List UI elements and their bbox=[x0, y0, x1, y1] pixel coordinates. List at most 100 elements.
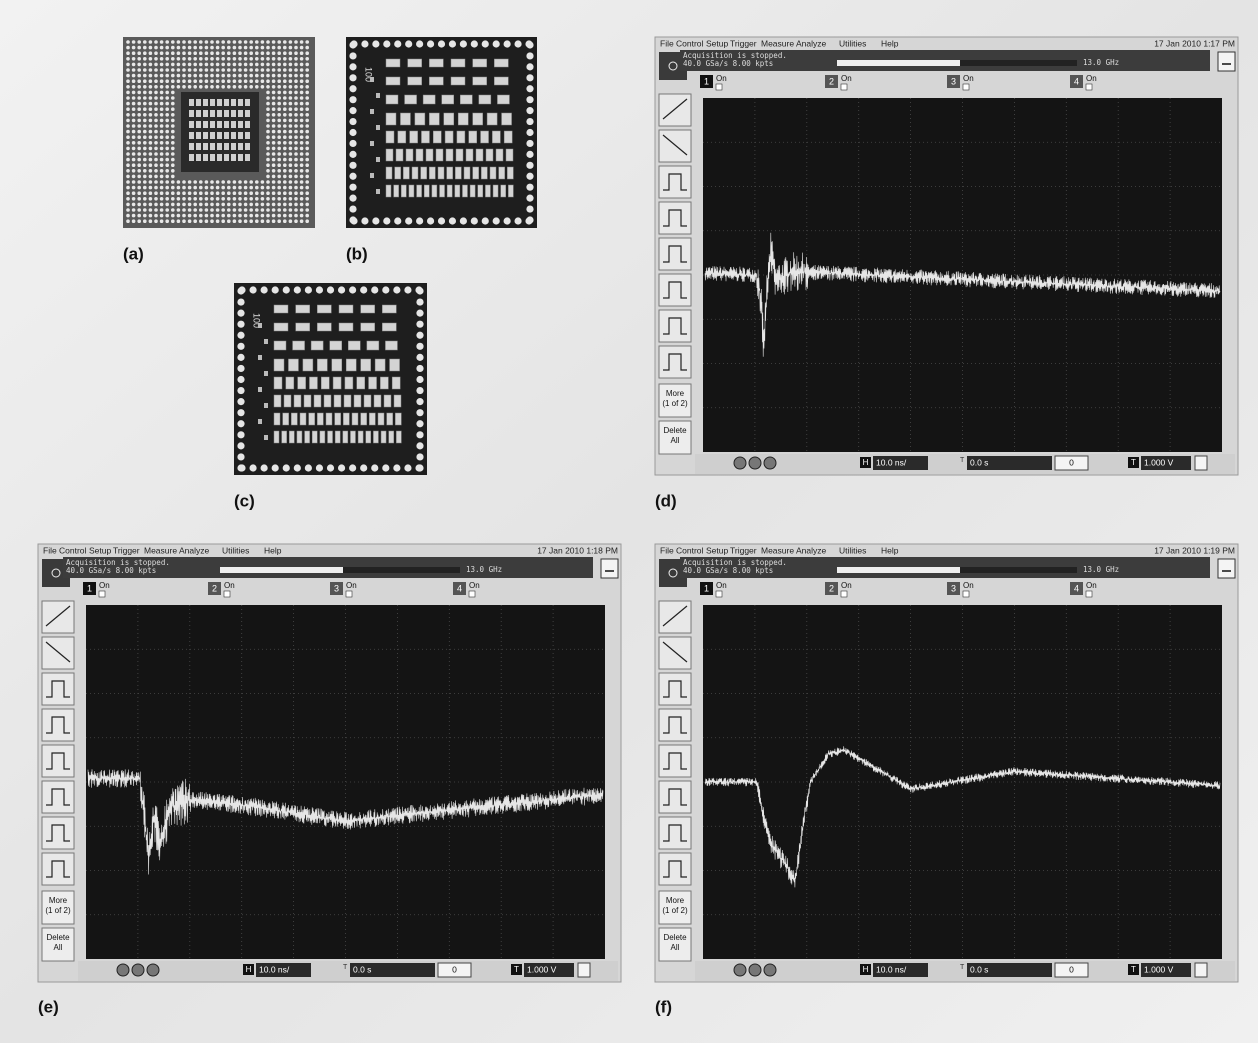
minimize-button[interactable] bbox=[1218, 559, 1235, 578]
display-button[interactable] bbox=[117, 964, 129, 976]
menu-item[interactable]: Trigger bbox=[730, 545, 757, 555]
pin bbox=[238, 214, 242, 218]
menu-item[interactable]: Help bbox=[264, 545, 282, 555]
menu-item[interactable]: Control bbox=[676, 38, 704, 48]
menu-item[interactable]: Help bbox=[881, 38, 899, 48]
toolbar-icon[interactable] bbox=[659, 130, 691, 162]
channel-checkbox[interactable] bbox=[841, 84, 847, 90]
pin bbox=[160, 186, 164, 190]
minimize-button[interactable] bbox=[601, 559, 618, 578]
toolbar-icon[interactable] bbox=[659, 745, 691, 777]
display-button[interactable] bbox=[734, 964, 746, 976]
channel-checkbox[interactable] bbox=[963, 84, 969, 90]
channel-checkbox[interactable] bbox=[224, 591, 230, 597]
pin bbox=[266, 203, 270, 207]
menu-item[interactable]: Setup bbox=[89, 545, 111, 555]
toolbar-icon[interactable] bbox=[659, 817, 691, 849]
toolbar-icon[interactable] bbox=[42, 709, 74, 741]
component bbox=[324, 395, 331, 407]
menu-item[interactable]: Measure bbox=[761, 38, 794, 48]
channel-checkbox[interactable] bbox=[716, 591, 722, 597]
channel-checkbox[interactable] bbox=[716, 84, 722, 90]
menu-item[interactable]: Measure bbox=[761, 545, 794, 555]
pin bbox=[283, 85, 287, 89]
toolbar-icon[interactable] bbox=[659, 238, 691, 270]
channel-checkbox[interactable] bbox=[469, 591, 475, 597]
button-label: (1 of 2) bbox=[662, 399, 688, 408]
menu-item[interactable]: File bbox=[43, 545, 57, 555]
menu-item[interactable]: File bbox=[660, 545, 674, 555]
component bbox=[486, 149, 493, 161]
toolbar-icon[interactable] bbox=[659, 274, 691, 306]
pad bbox=[393, 286, 400, 293]
display-button[interactable] bbox=[132, 964, 144, 976]
pin bbox=[277, 147, 281, 151]
menu-item[interactable]: Control bbox=[676, 545, 704, 555]
pin bbox=[266, 91, 270, 95]
display-button[interactable] bbox=[764, 964, 776, 976]
spin-button[interactable] bbox=[1195, 963, 1207, 977]
toolbar-icon[interactable] bbox=[659, 202, 691, 234]
toolbar-icon[interactable] bbox=[42, 781, 74, 813]
menu-item[interactable]: File bbox=[660, 38, 674, 48]
pin bbox=[277, 163, 281, 167]
position: 0 bbox=[452, 964, 457, 974]
channel-checkbox[interactable] bbox=[1086, 591, 1092, 597]
menu-item[interactable]: Help bbox=[881, 545, 899, 555]
menu-item[interactable]: Setup bbox=[706, 38, 728, 48]
toolbar-icon[interactable] bbox=[42, 853, 74, 885]
component bbox=[416, 149, 423, 161]
display-button[interactable] bbox=[764, 457, 776, 469]
toolbar-icon[interactable] bbox=[42, 673, 74, 705]
menu-item[interactable]: Trigger bbox=[113, 545, 140, 555]
toolbar-icon[interactable] bbox=[659, 346, 691, 378]
toolbar-icon[interactable] bbox=[659, 310, 691, 342]
menu-item[interactable]: Analyze bbox=[796, 38, 827, 48]
toolbar-icon[interactable] bbox=[42, 745, 74, 777]
toolbar-icon[interactable] bbox=[659, 709, 691, 741]
spin-button[interactable] bbox=[578, 963, 590, 977]
display-button[interactable] bbox=[734, 457, 746, 469]
toolbar-icon[interactable] bbox=[659, 637, 691, 669]
pin bbox=[305, 135, 309, 139]
channel-checkbox[interactable] bbox=[99, 591, 105, 597]
toolbar-icon[interactable] bbox=[42, 637, 74, 669]
channel-checkbox[interactable] bbox=[963, 591, 969, 597]
menu-item[interactable]: Utilities bbox=[839, 38, 866, 48]
toolbar-icon[interactable] bbox=[659, 166, 691, 198]
menu-item[interactable]: Setup bbox=[706, 545, 728, 555]
menu-item[interactable]: Trigger bbox=[730, 38, 757, 48]
menu-item[interactable]: Utilities bbox=[222, 545, 249, 555]
component bbox=[493, 185, 498, 197]
minimize-button[interactable] bbox=[1218, 52, 1235, 71]
menu-item[interactable]: Control bbox=[59, 545, 87, 555]
toolbar-icon[interactable] bbox=[42, 601, 74, 633]
pin bbox=[216, 46, 220, 50]
menu-item[interactable]: Analyze bbox=[796, 545, 827, 555]
pin bbox=[182, 46, 186, 50]
pin bbox=[137, 63, 141, 67]
toolbar-icon[interactable] bbox=[659, 673, 691, 705]
channel-checkbox[interactable] bbox=[1086, 84, 1092, 90]
channel-checkbox[interactable] bbox=[841, 591, 847, 597]
toolbar-icon[interactable] bbox=[659, 601, 691, 633]
display-button[interactable] bbox=[749, 457, 761, 469]
spin-button[interactable] bbox=[1195, 456, 1207, 470]
menu-item[interactable]: Utilities bbox=[839, 545, 866, 555]
component bbox=[339, 323, 353, 331]
toolbar-icon[interactable] bbox=[659, 853, 691, 885]
pin bbox=[210, 51, 214, 55]
menu-item[interactable]: Measure bbox=[144, 545, 177, 555]
display-button[interactable] bbox=[749, 964, 761, 976]
toolbar-icon[interactable] bbox=[659, 94, 691, 126]
display-button[interactable] bbox=[147, 964, 159, 976]
toolbar-icon[interactable] bbox=[42, 817, 74, 849]
menu-item[interactable]: Analyze bbox=[179, 545, 210, 555]
pin bbox=[249, 63, 253, 67]
pin bbox=[277, 113, 281, 117]
component bbox=[429, 167, 435, 179]
channel-checkbox[interactable] bbox=[346, 591, 352, 597]
pin bbox=[266, 135, 270, 139]
component bbox=[189, 121, 194, 128]
toolbar-icon[interactable] bbox=[659, 781, 691, 813]
